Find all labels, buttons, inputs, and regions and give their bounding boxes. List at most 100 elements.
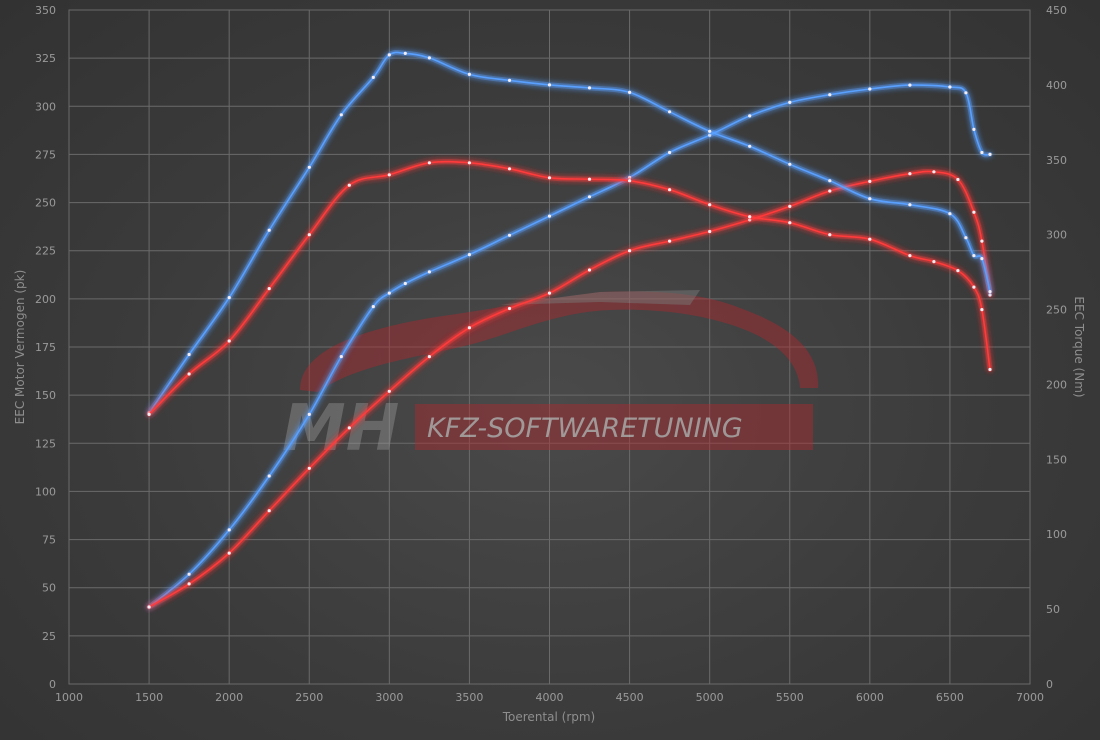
- data-point: [964, 91, 968, 95]
- y-left-tick-label: 100: [35, 485, 56, 498]
- series-line: [148, 160, 991, 416]
- series-layer: [146, 49, 993, 610]
- data-point: [187, 352, 191, 357]
- data-point: [227, 339, 231, 343]
- y-left-tick-label: 175: [35, 341, 56, 354]
- y-left-tick-label: 125: [35, 437, 56, 450]
- x-tick-label: 7000: [1016, 691, 1044, 704]
- data-point: [972, 285, 976, 289]
- data-point: [868, 179, 872, 183]
- data-point: [403, 281, 407, 286]
- data-point: [147, 605, 151, 609]
- grid: [68, 9, 1031, 685]
- data-point: [988, 367, 992, 372]
- data-point: [980, 239, 984, 243]
- data-point: [948, 212, 952, 216]
- data-point: [828, 233, 832, 237]
- data-point: [948, 85, 952, 89]
- data-point: [628, 249, 632, 253]
- data-point: [748, 144, 752, 148]
- x-tick-label: 3500: [455, 691, 483, 704]
- data-point: [507, 233, 512, 237]
- data-point: [908, 254, 912, 258]
- y-right-tick-label: 150: [1046, 453, 1067, 466]
- x-tick-label: 6500: [936, 691, 964, 704]
- data-point: [187, 372, 191, 376]
- data-point: [403, 51, 407, 56]
- x-tick-label: 5000: [696, 691, 724, 704]
- data-point: [427, 270, 431, 274]
- data-point: [371, 305, 375, 309]
- y-right-tick-label: 250: [1046, 304, 1067, 317]
- y-right-axis-title: EEC Torque (Nm): [1072, 296, 1086, 397]
- data-point: [507, 78, 512, 82]
- y-right-tick-label: 100: [1046, 528, 1067, 541]
- data-point: [868, 237, 872, 241]
- data-point: [307, 466, 311, 470]
- x-tick-label: 1500: [135, 691, 163, 704]
- data-point: [227, 551, 231, 555]
- x-tick-label: 1000: [55, 691, 83, 704]
- data-point: [387, 291, 391, 295]
- data-point: [467, 326, 471, 330]
- y-left-tick-label: 275: [35, 148, 56, 161]
- data-point: [788, 204, 792, 208]
- data-point: [347, 426, 351, 430]
- data-point: [147, 412, 151, 416]
- y-right-tick-label: 300: [1046, 229, 1067, 242]
- y-left-axis-title: EEC Motor Vermogen (pk): [13, 270, 27, 425]
- y-right-axis-ticks: 0 50 100 150 200 250 300 350 400 450: [1046, 4, 1067, 691]
- data-point: [339, 355, 343, 359]
- data-point: [708, 133, 712, 137]
- data-point: [187, 572, 191, 576]
- x-tick-label: 6000: [856, 691, 884, 704]
- x-tick-label: 4000: [536, 691, 564, 704]
- y-right-tick-label: 450: [1046, 4, 1067, 17]
- y-left-tick-label: 200: [35, 293, 56, 306]
- series-1-stock-left: [146, 168, 993, 610]
- data-point: [956, 177, 960, 182]
- data-point: [339, 113, 343, 117]
- data-point: [587, 195, 592, 199]
- data-point: [988, 290, 992, 294]
- series-2-tuned-right: [146, 49, 993, 416]
- series-glow: [146, 82, 993, 610]
- data-point: [227, 528, 231, 532]
- watermark-text: KFZ-SOFTWARETUNING: [427, 413, 743, 444]
- data-point: [668, 110, 672, 114]
- data-point: [708, 203, 712, 207]
- data-point: [972, 254, 976, 258]
- data-point: [956, 269, 960, 273]
- y-left-tick-label: 50: [42, 582, 56, 595]
- data-point: [868, 197, 872, 201]
- series-0-tuned-left: [146, 82, 993, 610]
- x-tick-label: 5500: [776, 691, 804, 704]
- y-left-tick-label: 0: [49, 678, 56, 691]
- data-point: [307, 165, 311, 169]
- y-left-tick-label: 25: [42, 630, 56, 643]
- data-point: [908, 203, 912, 207]
- data-point: [547, 83, 552, 87]
- data-point: [187, 582, 191, 586]
- data-point: [547, 214, 552, 218]
- watermark-banner: [415, 404, 813, 450]
- data-point: [507, 306, 512, 311]
- data-point: [427, 56, 431, 60]
- data-point: [988, 152, 992, 156]
- x-tick-label: 2500: [295, 691, 323, 704]
- data-point: [972, 210, 976, 214]
- data-point: [507, 167, 512, 171]
- data-point: [371, 75, 375, 79]
- data-point: [972, 127, 976, 131]
- data-point: [547, 291, 552, 295]
- data-point: [788, 100, 792, 104]
- data-point: [427, 355, 431, 359]
- x-axis-title: Toerental (rpm): [502, 710, 595, 724]
- data-point: [748, 215, 752, 219]
- series-line: [148, 84, 991, 608]
- data-point: [628, 179, 632, 183]
- data-point: [467, 161, 471, 165]
- y-left-tick-label: 75: [42, 534, 56, 547]
- data-point: [708, 229, 712, 234]
